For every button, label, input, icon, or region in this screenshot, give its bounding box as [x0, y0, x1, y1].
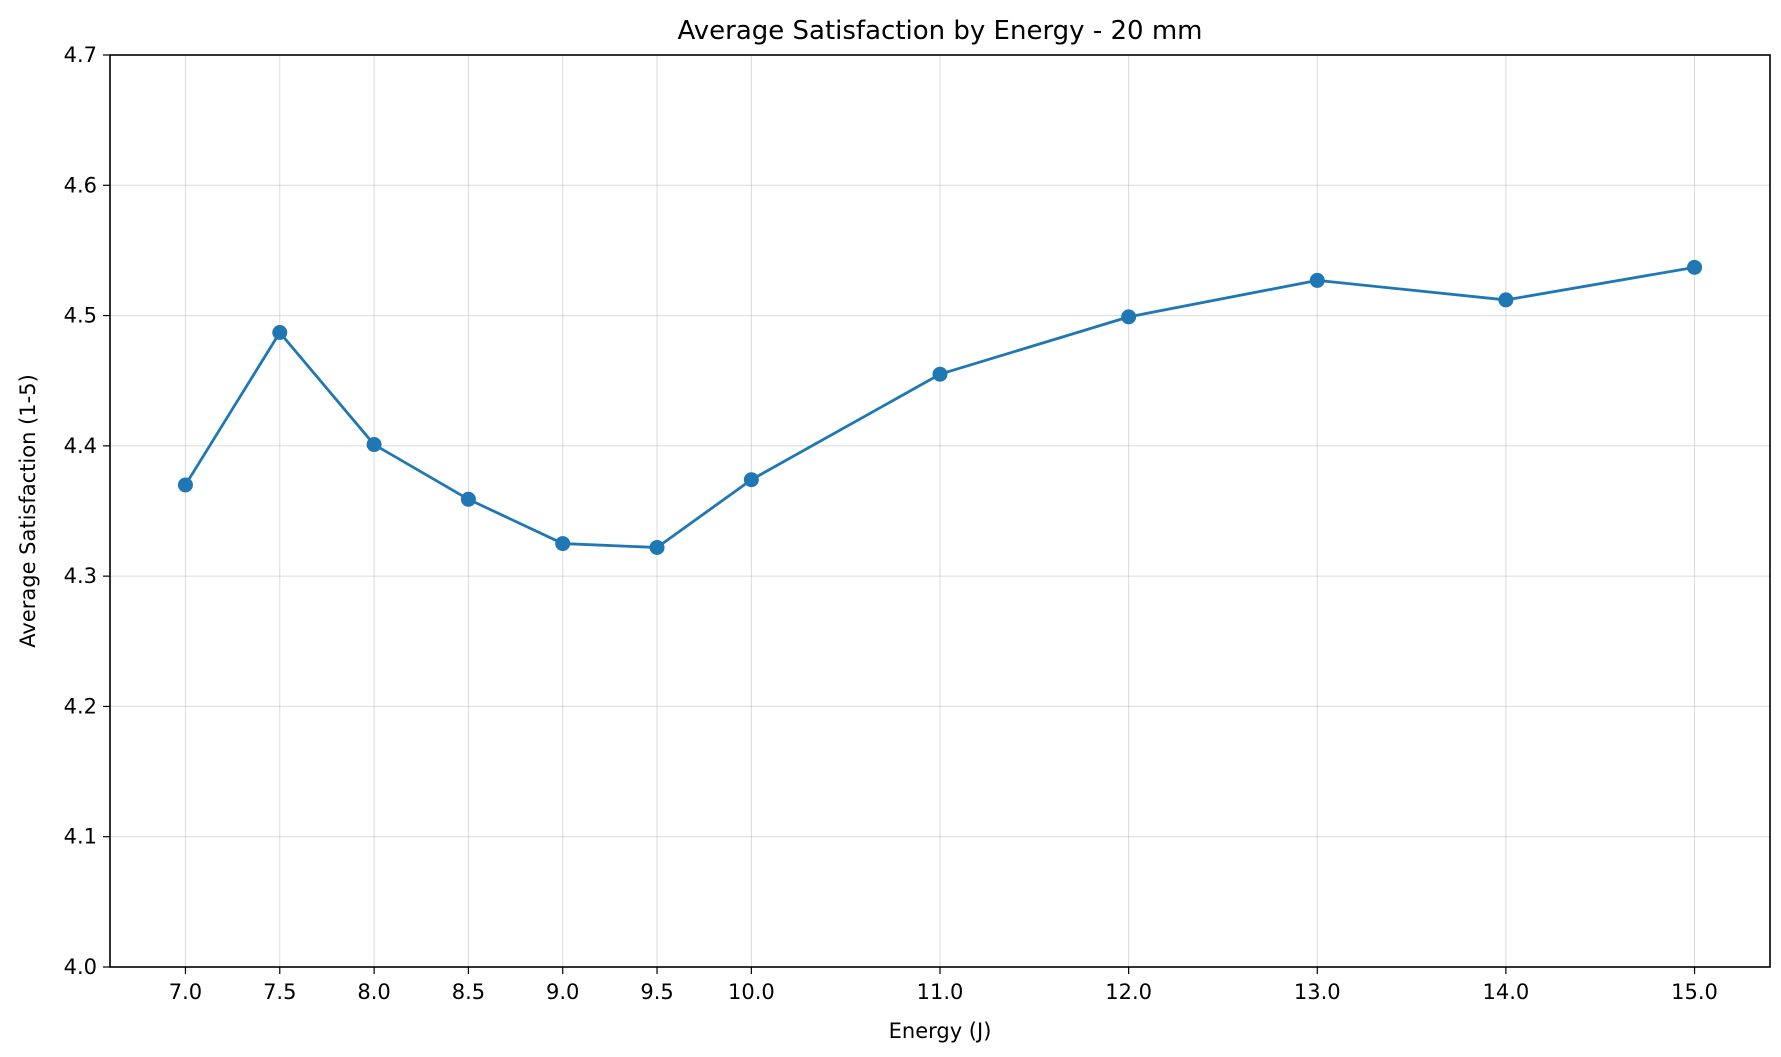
x-tick-label: 8.0 [357, 980, 390, 1004]
series-layer [177, 259, 1703, 555]
x-tick-label: 10.0 [728, 980, 775, 1004]
x-tick-label: 7.0 [169, 980, 202, 1004]
data-point [177, 477, 193, 493]
y-tick-label: 4.0 [64, 955, 97, 979]
x-tick-label: 11.0 [917, 980, 964, 1004]
plot-frame [109, 54, 1771, 968]
series-line [184, 265, 1695, 549]
x-tick-label: 13.0 [1294, 980, 1341, 1004]
x-tick-label: 12.0 [1105, 980, 1152, 1004]
data-point [932, 366, 948, 382]
ticks-layer: 7.0 7.5 8.0 8.5 9.0 9.5 10.0 11.0 12.0 13.0 14.0 15… [64, 43, 1718, 1004]
y-tick-label: 4.7 [64, 43, 97, 67]
x-tick-label: 8.5 [452, 980, 485, 1004]
y-tick-label: 4.2 [64, 694, 97, 718]
x-tick-label: 9.5 [640, 980, 673, 1004]
data-point [1309, 272, 1325, 288]
y-tick-label: 4.5 [64, 304, 97, 328]
data-point [1121, 309, 1137, 325]
data-point [460, 491, 476, 507]
grid-layer [110, 54, 1770, 968]
y-tick-label: 4.4 [64, 434, 97, 458]
x-axis-title: Energy (J) [889, 1019, 992, 1043]
y-tick-label: 4.6 [64, 173, 97, 197]
data-point [743, 472, 759, 488]
x-tick-label: 15.0 [1671, 980, 1718, 1004]
y-tick-label: 4.1 [64, 825, 97, 849]
data-point [1498, 292, 1514, 308]
x-tick-label: 7.5 [263, 980, 296, 1004]
data-point [272, 325, 288, 341]
data-point [1687, 259, 1703, 275]
data-point [366, 437, 382, 453]
y-tick-label: 4.3 [64, 564, 97, 588]
x-tick-label: 9.0 [546, 980, 579, 1004]
data-point [649, 539, 665, 555]
x-tick-label: 14.0 [1483, 980, 1530, 1004]
data-point [555, 536, 571, 552]
chart-title: Average Satisfaction by Energy - 20 mm [678, 16, 1203, 46]
y-axis-title: Average Satisfaction (1-5) [16, 374, 40, 648]
